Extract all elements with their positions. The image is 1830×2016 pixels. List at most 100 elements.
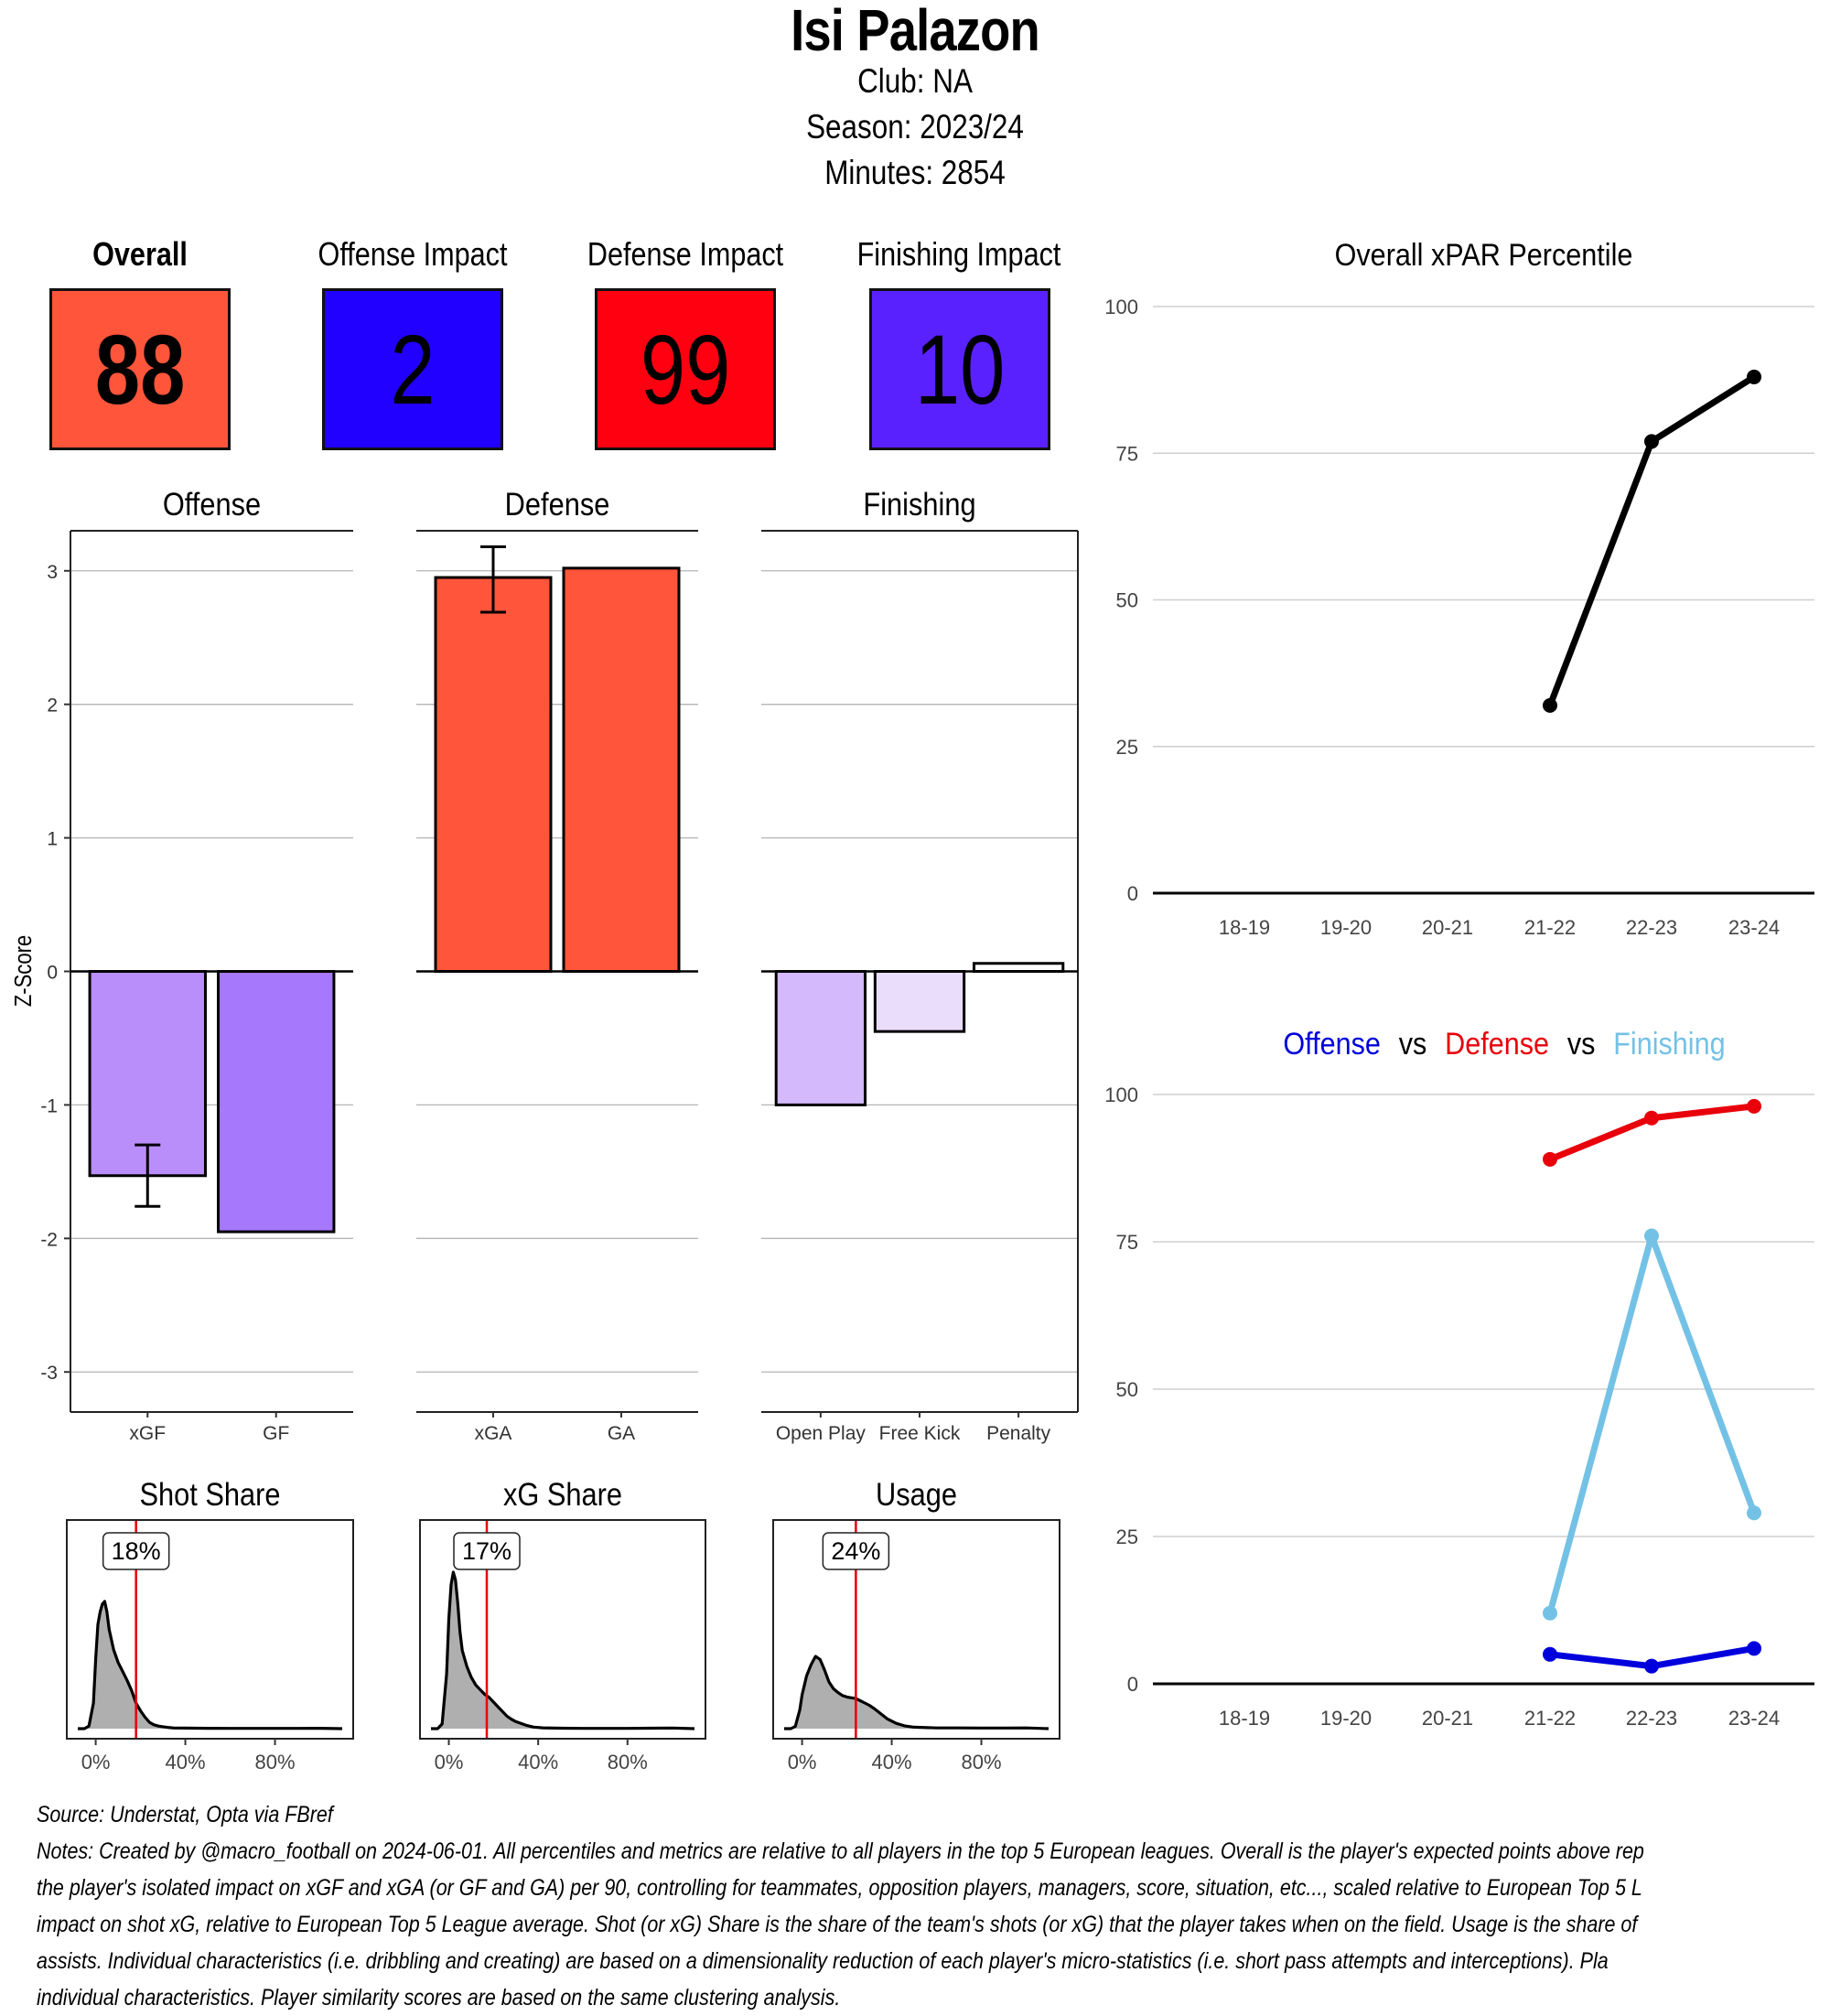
y-tick-label: 100 xyxy=(1104,1083,1138,1106)
series-line-overall-xpar-percentile xyxy=(1546,373,1758,709)
density-curve xyxy=(431,1570,695,1730)
bar-panel-defense: Defense xGA GA xyxy=(416,486,698,1444)
density-area xyxy=(78,1601,342,1729)
legend-title-offense: Offense xyxy=(1283,1027,1381,1062)
data-point-overall-xpar-percentile xyxy=(1543,697,1557,713)
x-tick-label: Free Kick xyxy=(879,1423,961,1444)
card-label-finishing-impact: Finishing Impact xyxy=(856,235,1061,273)
data-point-defense xyxy=(1747,1098,1761,1114)
card-value-finishing-impact: 10 xyxy=(914,314,1006,425)
card-value-defense-impact: 99 xyxy=(640,314,731,425)
x-tick-label: 23-24 xyxy=(1728,1707,1780,1730)
x-tick-label: 40% xyxy=(872,1751,912,1773)
density-area xyxy=(784,1656,1049,1729)
bar-panel-finishing: Finishing Open Play Free Kick Penalty xyxy=(761,486,1079,1444)
card-finishing-impact: 10 xyxy=(869,288,1050,450)
card-overall: 88 xyxy=(49,288,231,450)
x-tick-label: 0% xyxy=(81,1751,111,1773)
card-offense-impact: 2 xyxy=(322,288,503,450)
series-line-finishing xyxy=(1546,1233,1758,1617)
bar-panel-offense: Offense 3 2 1 0 -1 -2 -3 xGF GF xyxy=(40,486,353,1444)
data-point-defense xyxy=(1543,1151,1557,1167)
footer-note-line: the player's isolated impact on xGF and … xyxy=(37,1875,1642,1901)
value-label-box xyxy=(453,1532,521,1570)
value-label-box xyxy=(102,1532,170,1570)
value-label: 17% xyxy=(462,1537,511,1565)
y-tick-label: 0 xyxy=(1127,1673,1138,1696)
y-tick-label: -1 xyxy=(40,1095,58,1116)
value-label-box xyxy=(822,1532,890,1570)
y-tick-label: 3 xyxy=(47,562,58,583)
line-chart-impact-percentiles: Offense vs Defense vs Finishing 0 25 50 75 100 18-… xyxy=(1104,1027,1814,1730)
density-panel-usage: Usage 24% 0% 40% 80% xyxy=(772,1476,1060,1773)
panel-frame xyxy=(419,1519,706,1740)
data-point-offense xyxy=(1747,1641,1761,1656)
footer-note-line: individual characteristics. Player simil… xyxy=(37,1985,841,2011)
legend-title-defense: Defense xyxy=(1445,1027,1549,1062)
x-tick-label: 80% xyxy=(255,1751,296,1773)
y-tick-label: -2 xyxy=(40,1229,58,1250)
card-label-defense-impact: Defense Impact xyxy=(587,235,784,273)
x-tick-label: 23-24 xyxy=(1728,916,1780,939)
footer-note-line: impact on shot xG, relative to European … xyxy=(37,1912,1638,1937)
footer-source: Source: Understat, Opta via FBref xyxy=(37,1802,333,1827)
x-tick-label: 20-21 xyxy=(1422,916,1473,939)
panel-frame xyxy=(66,1519,354,1740)
x-tick-label: 21-22 xyxy=(1524,1707,1576,1730)
x-tick-label: 18-19 xyxy=(1219,916,1270,939)
x-tick-label: 0% xyxy=(788,1751,817,1773)
bar-ga xyxy=(562,566,681,973)
bar-free-kick xyxy=(873,970,966,1033)
bar-xgf xyxy=(88,970,207,1178)
panel-title-offense: Offense xyxy=(163,486,261,522)
panel-title-finishing: Finishing xyxy=(863,486,975,522)
card-value-offense-impact: 2 xyxy=(390,314,436,425)
y-tick-label: 0 xyxy=(47,963,58,984)
bar-xga xyxy=(434,576,553,973)
player-name-title: Isi Palazon xyxy=(791,0,1040,63)
x-tick-label: GA xyxy=(608,1423,635,1444)
y-tick-label: -3 xyxy=(40,1363,58,1384)
x-tick-label: 0% xyxy=(435,1751,464,1773)
y-tick-label: 50 xyxy=(1116,589,1138,612)
density-curve xyxy=(784,1655,1050,1730)
x-tick-label: GF xyxy=(263,1423,289,1444)
card-label-overall: Overall xyxy=(92,235,188,273)
panel-frame xyxy=(772,1519,1060,1740)
data-point-finishing xyxy=(1543,1605,1557,1621)
line-chart-xpar-percentile: Overall xPAR Percentile 0 25 50 75 100 18-19 19… xyxy=(1104,238,1814,939)
y-tick-label: 1 xyxy=(47,829,58,850)
footer-note-line: Notes: Created by @macro_football on 202… xyxy=(37,1838,1644,1864)
data-point-defense xyxy=(1644,1110,1659,1126)
club-line: Club: NA xyxy=(857,62,973,100)
chart-title: Overall xPAR Percentile xyxy=(1335,238,1633,273)
density-panel-xg-share: xG Share 17% 0% 40% 80% xyxy=(419,1476,706,1773)
x-tick-label: xGA xyxy=(475,1423,512,1444)
zscore-bar-charts: Z-Score Offense 3 2 1 0 -1 -2 -3 xGF GF Defense xGA… xyxy=(10,486,1079,1444)
y-tick-label: 50 xyxy=(1116,1378,1138,1401)
y-tick-label: 2 xyxy=(47,695,58,717)
legend-title-vs: vs xyxy=(1567,1027,1596,1062)
season-line: Season: 2023/24 xyxy=(806,108,1024,146)
x-tick-label: 22-23 xyxy=(1626,916,1677,939)
x-tick-label: 22-23 xyxy=(1626,1707,1677,1730)
x-tick-label: 20-21 xyxy=(1422,1707,1473,1730)
x-tick-label: Open Play xyxy=(776,1423,867,1444)
panel-title-xg-share: xG Share xyxy=(503,1476,622,1512)
y-tick-label: 25 xyxy=(1116,736,1138,759)
x-tick-label: 40% xyxy=(518,1751,558,1773)
value-label: 24% xyxy=(831,1537,880,1565)
data-point-overall-xpar-percentile xyxy=(1747,369,1761,384)
data-point-offense xyxy=(1644,1658,1659,1674)
legend-title-vs: vs xyxy=(1399,1027,1427,1062)
y-tick-label: 75 xyxy=(1116,1231,1138,1254)
minutes-line: Minutes: 2854 xyxy=(824,154,1006,191)
y-tick-label: 25 xyxy=(1116,1525,1138,1548)
y-tick-label: 0 xyxy=(1127,882,1138,905)
bar-open-play xyxy=(774,970,867,1106)
percentile-line-charts: Overall xPAR Percentile 0 25 50 75 100 18-19 19… xyxy=(1104,238,1814,1730)
panel-title-shot-share: Shot Share xyxy=(139,1476,280,1512)
data-point-finishing xyxy=(1644,1228,1659,1244)
x-tick-label: 19-20 xyxy=(1320,1707,1372,1730)
data-point-overall-xpar-percentile xyxy=(1644,434,1659,449)
